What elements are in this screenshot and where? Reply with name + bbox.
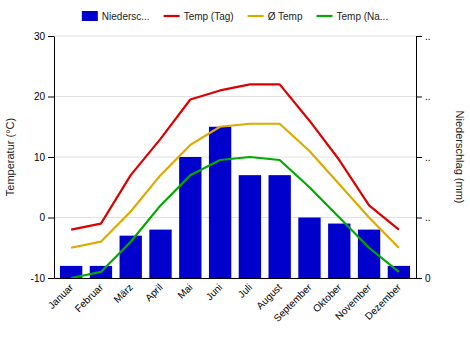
y-axis: -10 0 10 20 30 — [31, 31, 55, 284]
x-axis: JanuarFebruarMärzAprilMaiJuniJuliAugustS… — [46, 279, 417, 324]
legend-label: Temp (Na... — [336, 11, 388, 22]
tick: Dezember — [363, 281, 404, 322]
axis-line — [54, 37, 55, 279]
tick-mark — [48, 278, 54, 279]
tick-label: 30 — [34, 31, 46, 42]
tick-mark — [48, 36, 54, 37]
tick-label: 10 — [34, 152, 46, 163]
chart: JanuarFebruarMärzAprilMaiJuniJuliAugustS… — [0, 0, 470, 350]
axis-line — [55, 278, 417, 279]
tick: .. — [416, 212, 431, 223]
legend-swatch — [164, 15, 180, 17]
tick-label: September — [271, 281, 314, 324]
legend-label: Niedersc... — [102, 11, 150, 22]
bar — [239, 175, 261, 278]
tick-label: Juni — [204, 282, 225, 303]
tick: September — [271, 281, 314, 324]
tick-mark — [416, 157, 422, 158]
tick: 0 — [416, 273, 431, 284]
plot-area: JanuarFebruarMärzAprilMaiJuniJuliAugustS… — [31, 31, 431, 324]
tick-label: Februar — [73, 281, 106, 314]
tick-mark — [48, 97, 54, 98]
grid — [54, 36, 416, 278]
tick: März — [111, 282, 135, 306]
bar — [149, 230, 171, 278]
bar — [209, 127, 231, 278]
tick: 0 — [39, 212, 54, 223]
tick-label: 0 — [425, 273, 431, 284]
legend-item: Niedersc... — [82, 11, 150, 22]
legend-item: Temp (Tag) — [164, 11, 234, 22]
y2-axis-title: Niederschlag (mm) — [454, 111, 466, 204]
tick-label: .. — [425, 31, 431, 42]
tick: Januar — [46, 281, 76, 311]
tick-label: März — [111, 282, 135, 306]
legend: Niedersc... Temp (Tag) Ø Temp Temp (Na... — [82, 11, 388, 22]
tick-label: .. — [425, 91, 431, 102]
tick: 10 — [34, 152, 54, 163]
tick: -10 — [31, 273, 54, 284]
tick-label: 0 — [39, 212, 45, 223]
tick: Februar — [73, 281, 106, 314]
tick-label: .. — [425, 152, 431, 163]
tick-label: 20 — [34, 91, 46, 102]
line — [71, 84, 399, 229]
tick-mark — [416, 36, 422, 37]
tick-mark — [416, 218, 422, 219]
tick-label: Juli — [236, 282, 254, 300]
tick-mark — [48, 157, 54, 158]
bar — [269, 175, 291, 278]
bar — [388, 266, 410, 278]
legend-item: Ø Temp — [248, 11, 303, 22]
legend-item: Temp (Na... — [316, 11, 388, 22]
legend-swatch — [248, 15, 264, 17]
tick-label: -10 — [31, 273, 46, 284]
tick-mark — [48, 218, 54, 219]
bar — [298, 218, 320, 279]
line — [71, 157, 399, 278]
tick-label: Januar — [46, 281, 76, 311]
tick: .. — [416, 31, 431, 42]
tick: Juli — [236, 282, 254, 300]
tick: .. — [416, 152, 431, 163]
grid-line — [54, 96, 416, 97]
legend-swatch — [82, 11, 98, 21]
tick-mark — [416, 97, 422, 98]
legend-swatch — [316, 15, 332, 17]
bar — [328, 224, 350, 278]
marks — [60, 84, 410, 278]
tick: April — [143, 282, 165, 304]
tick: 30 — [34, 31, 54, 42]
legend-label: Ø Temp — [268, 11, 303, 22]
tick-label: April — [143, 282, 165, 304]
legend-label: Temp (Tag) — [184, 11, 234, 22]
grid-line — [54, 36, 416, 37]
tick: 20 — [34, 91, 54, 102]
grid-line — [54, 217, 416, 218]
tick: .. — [416, 91, 431, 102]
y-axis-title: Temperatur (°C) — [4, 118, 16, 196]
tick-label: Dezember — [363, 281, 404, 322]
tick-label: .. — [425, 212, 431, 223]
tick-mark — [416, 278, 422, 279]
tick-label: Mai — [175, 282, 194, 301]
grid-line — [54, 157, 416, 158]
tick: Mai — [175, 282, 194, 301]
y2-axis: 0........ — [416, 31, 431, 284]
tick: Juni — [204, 282, 225, 303]
